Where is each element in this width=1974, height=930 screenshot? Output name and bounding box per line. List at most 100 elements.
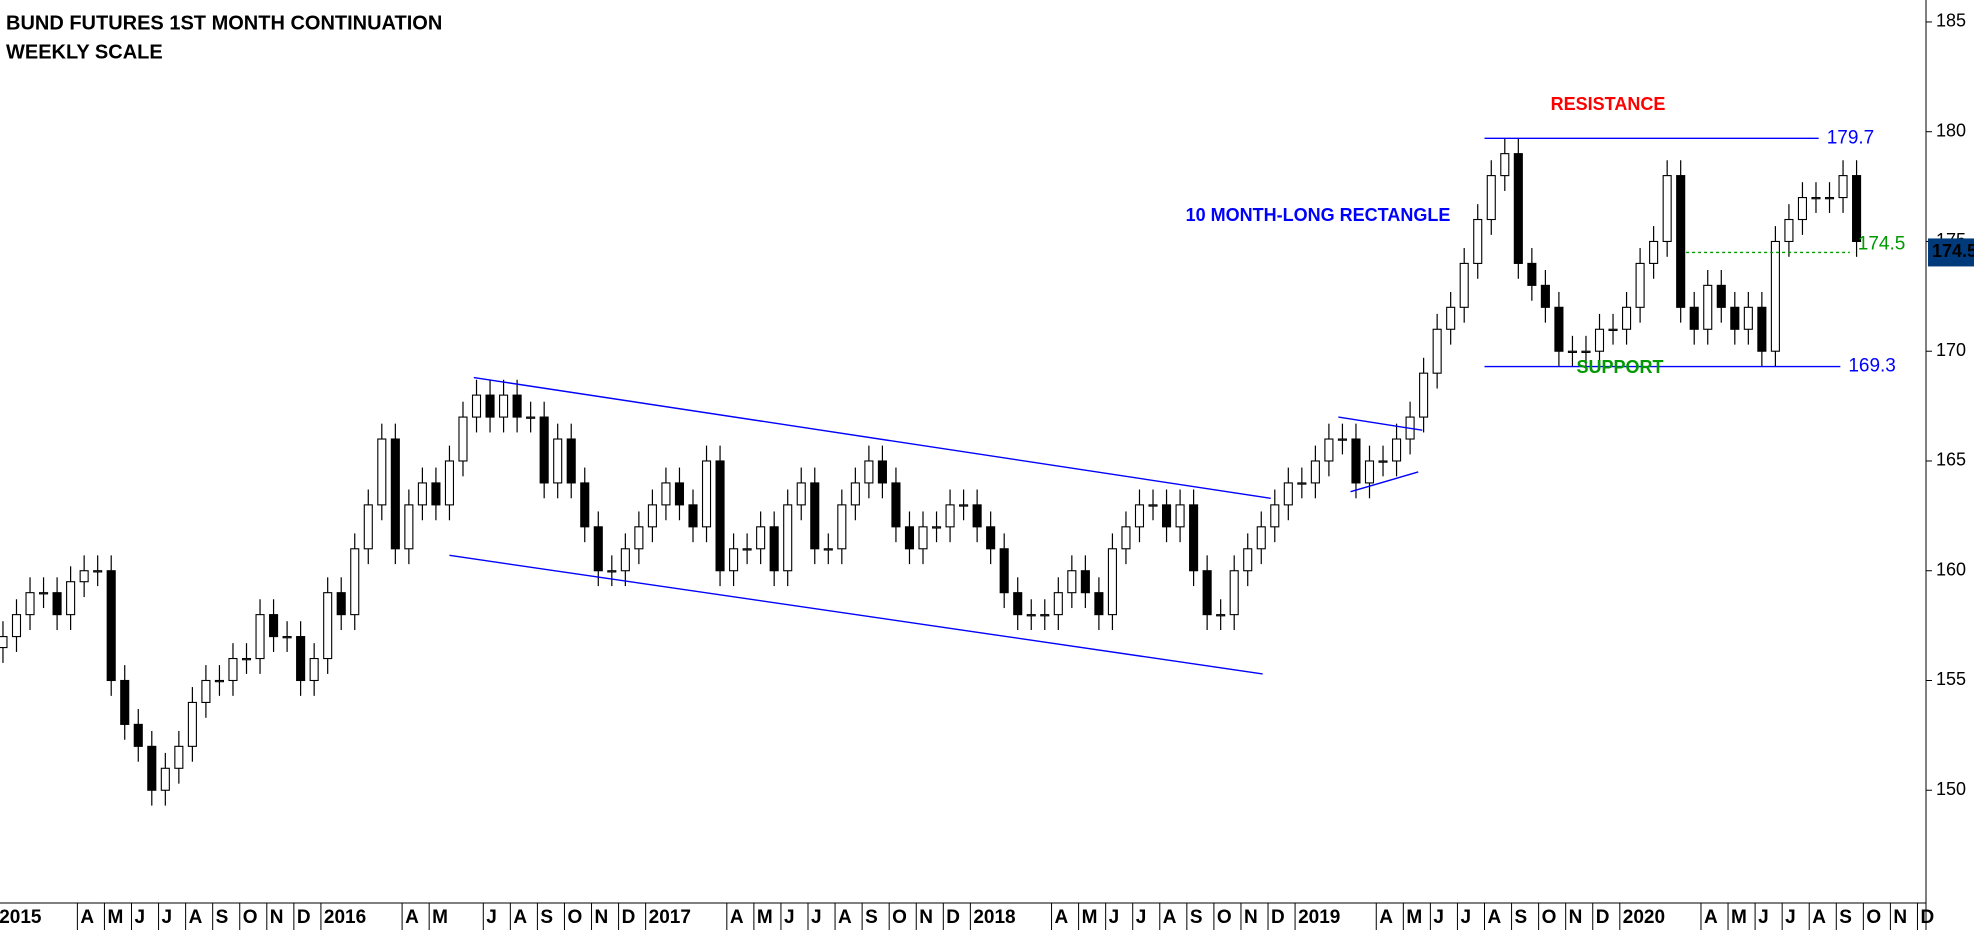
candle-body — [1202, 570, 1212, 616]
candle-body — [214, 679, 224, 683]
candle-body — [769, 526, 779, 572]
candle-body — [228, 657, 238, 682]
x-tick-label: M — [1082, 907, 1098, 928]
x-tick-label: 2017 — [649, 907, 691, 928]
x-tick-label: S — [1839, 907, 1852, 928]
trendline — [1338, 416, 1423, 431]
x-tick-label: A — [513, 907, 527, 928]
candle-body — [945, 504, 955, 528]
candle-body — [1189, 504, 1199, 572]
candle-body — [1797, 197, 1808, 221]
x-tick-label: M — [757, 907, 773, 928]
candle-body — [1770, 240, 1780, 352]
x-tick-label: A — [1812, 907, 1826, 928]
candle-body — [823, 548, 833, 551]
x-tick-label: J — [1785, 907, 1796, 928]
candle-body — [444, 460, 455, 506]
candle-body — [1446, 306, 1456, 330]
candle-body — [174, 745, 184, 769]
candle-body — [756, 526, 766, 550]
x-tick-label: S — [216, 907, 229, 928]
x-tick-label: A — [1488, 907, 1502, 928]
candle-body — [1283, 482, 1293, 506]
candle-body — [147, 745, 157, 791]
candle-body — [201, 679, 211, 703]
y-tick-label: 180 — [1936, 120, 1966, 140]
candle-body — [350, 548, 360, 616]
x-tick-label: M — [1731, 907, 1747, 928]
candle-body — [106, 570, 116, 682]
x-tick-label: J — [1758, 907, 1769, 928]
x-tick-label: J — [162, 907, 173, 928]
level-label: 174.5 — [1858, 233, 1906, 254]
candle-body — [1703, 284, 1713, 330]
candle-body — [783, 504, 793, 572]
candle-body — [904, 526, 915, 550]
x-tick-label: D — [297, 907, 311, 928]
candle-body — [701, 460, 712, 528]
candle-body — [363, 504, 373, 550]
x-tick-label: A — [189, 907, 203, 928]
candle-body — [1107, 548, 1117, 616]
candle-body — [1662, 175, 1672, 243]
candle-body — [810, 482, 820, 550]
candle-body — [255, 614, 265, 660]
candle-body — [1622, 306, 1632, 330]
candle-body — [580, 482, 590, 528]
x-tick-label: J — [1109, 907, 1120, 928]
candle-body — [539, 416, 549, 484]
trendline — [473, 376, 1271, 499]
x-tick-label: O — [567, 907, 582, 928]
chart-subtitle: WEEKLY SCALE — [6, 41, 163, 63]
candle-body — [1148, 504, 1158, 507]
candle-body — [1134, 504, 1145, 528]
candle-body — [1811, 197, 1821, 200]
candle-body — [1364, 460, 1375, 484]
candle-body — [160, 767, 170, 791]
candle-body — [1676, 175, 1686, 308]
trendline — [449, 554, 1263, 675]
candle-body — [25, 592, 35, 616]
candle-body — [634, 526, 644, 550]
candle-body — [1053, 592, 1063, 616]
x-tick-label: O — [1866, 907, 1881, 928]
x-tick-label: M — [432, 907, 448, 928]
level-label: 179.7 — [1827, 127, 1875, 148]
x-tick-label: S — [865, 907, 878, 928]
candle-body — [931, 526, 942, 529]
candle-body — [1689, 306, 1699, 330]
candle-body — [1554, 306, 1564, 352]
y-tick-label: 165 — [1936, 450, 1966, 470]
x-tick-label: N — [1244, 907, 1258, 928]
candle-body — [1757, 306, 1767, 352]
x-tick-label: D — [1596, 907, 1610, 928]
candle-body — [1175, 504, 1185, 528]
candle-body — [133, 723, 143, 747]
candle-body — [729, 548, 739, 572]
candle-body — [688, 504, 698, 528]
x-tick-label: A — [1379, 907, 1393, 928]
x-tick-label: A — [838, 907, 852, 928]
candle-body — [1080, 570, 1090, 594]
candle-body — [593, 526, 603, 572]
x-tick-label: A — [80, 907, 94, 928]
candle-body — [39, 592, 49, 595]
candle-body — [1419, 372, 1429, 418]
candle-body — [417, 482, 427, 506]
candle-body — [1824, 197, 1835, 200]
x-tick-label: A — [1055, 907, 1069, 928]
y-tick-label: 185 — [1936, 11, 1966, 31]
candle-body — [1378, 460, 1388, 463]
x-tick-label: 2019 — [1298, 907, 1340, 928]
candle-body — [431, 482, 441, 506]
candle-body — [1459, 262, 1469, 308]
candle-body — [959, 504, 969, 507]
candle-body — [891, 482, 901, 528]
candle-body — [187, 701, 197, 747]
chart-title: BUND FUTURES 1ST MONTH CONTINUATION — [6, 12, 442, 34]
candle-body — [918, 526, 928, 550]
candle-body — [93, 570, 103, 573]
x-tick-label: J — [1433, 907, 1444, 928]
